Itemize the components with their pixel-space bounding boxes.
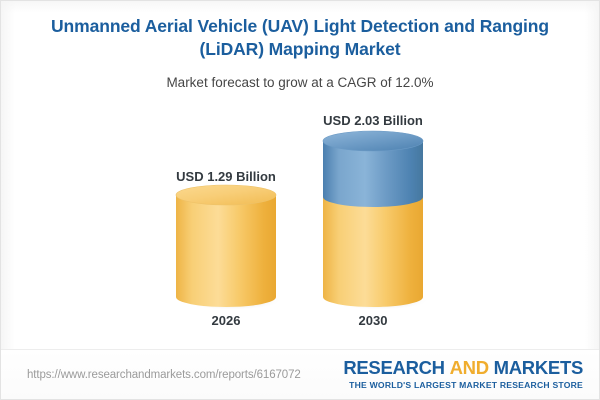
research-and-markets-logo[interactable]: RESEARCH AND MARKETS THE WORLD'S LARGEST… <box>343 359 583 389</box>
bar-chart: USD 1.29 Billion <box>1 95 599 335</box>
bar-2030-segment-growth <box>323 141 423 208</box>
bar-category-label-2030: 2030 <box>358 313 388 329</box>
source-url-link[interactable]: https://www.researchandmarkets.com/repor… <box>27 368 301 381</box>
logo-wordmark: RESEARCH AND MARKETS <box>343 359 583 378</box>
bar-category-label-2026: 2026 <box>211 313 241 329</box>
logo-word-and: AND <box>449 357 489 379</box>
bar-value-label-2030: USD 2.03 Billion <box>323 113 423 129</box>
page-title: Unmanned Aerial Vehicle (UAV) Light Dete… <box>51 16 549 60</box>
bar-2030-segment-base <box>323 197 423 308</box>
logo-word-research: RESEARCH <box>343 357 445 379</box>
logo-tagline: THE WORLD'S LARGEST MARKET RESEARCH STOR… <box>349 379 583 390</box>
footer: https://www.researchandmarkets.com/repor… <box>1 349 599 399</box>
bar-value-label-2026: USD 1.29 Billion <box>176 169 276 185</box>
bar-2026-segment-base <box>176 195 276 308</box>
header: Unmanned Aerial Vehicle (UAV) Light Dete… <box>1 1 599 91</box>
bar-2030 <box>322 131 429 315</box>
logo-word-markets: MARKETS <box>493 357 584 379</box>
subtitle: Market forecast to grow at a CAGR of 12.… <box>166 75 434 91</box>
bar-2026 <box>175 185 282 315</box>
